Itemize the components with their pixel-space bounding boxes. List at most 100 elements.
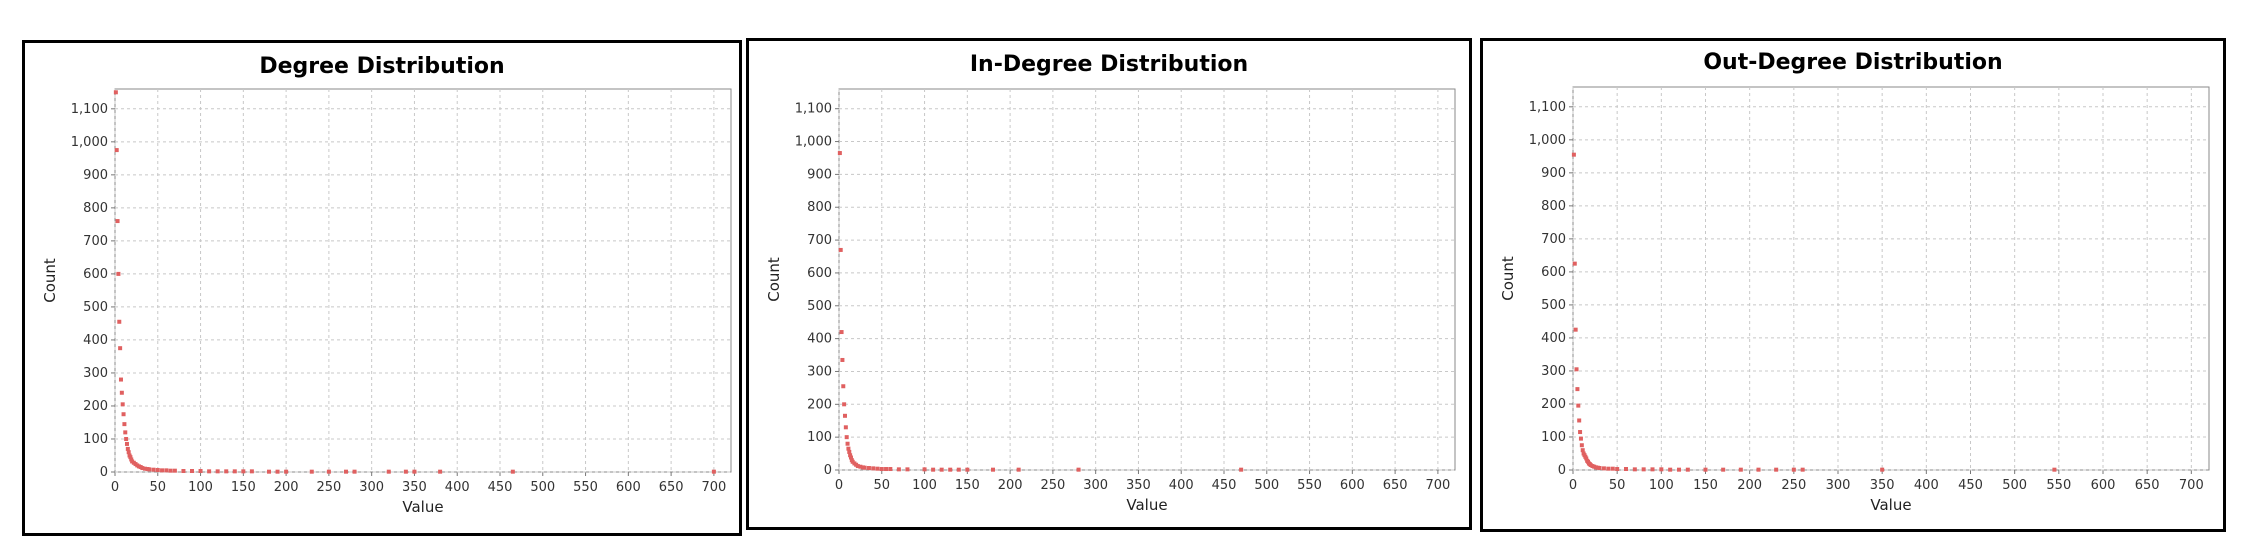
- data-point: [1574, 367, 1579, 372]
- x-tick-label: 600: [2091, 478, 2116, 493]
- y-tick-label: 100: [83, 432, 108, 447]
- data-point: [1641, 467, 1646, 472]
- data-point: [848, 453, 853, 458]
- x-tick-label: 650: [2135, 478, 2160, 493]
- x-tick-label: 500: [2002, 478, 2027, 493]
- data-point: [113, 90, 118, 95]
- x-tick-label: 300: [359, 480, 384, 495]
- data-point: [115, 219, 120, 224]
- data-point: [1076, 467, 1081, 472]
- data-point: [858, 464, 863, 469]
- y-tick-label: 400: [83, 333, 108, 348]
- data-point: [931, 467, 936, 472]
- x-tick-label: 300: [1083, 478, 1108, 493]
- data-point: [124, 441, 129, 446]
- in-degree-distribution-panel: In-Degree Distribution 0 50 100 150 200 250 300…: [746, 38, 1472, 530]
- data-point: [847, 449, 852, 454]
- data-point: [905, 467, 910, 472]
- data-point: [1578, 430, 1583, 435]
- data-point: [839, 330, 844, 335]
- x-tick-label: 100: [912, 478, 937, 493]
- data-point: [284, 469, 289, 474]
- data-point: [121, 412, 126, 417]
- x-tick-label: 350: [1870, 478, 1895, 493]
- y-tick-label: 600: [1541, 265, 1566, 280]
- data-point: [224, 469, 229, 474]
- data-point: [510, 469, 515, 474]
- data-point: [844, 435, 849, 440]
- data-point: [155, 468, 160, 473]
- y-tick-label: 300: [83, 366, 108, 381]
- y-tick-label: 800: [807, 200, 832, 215]
- y-axis-label: Count: [1499, 256, 1517, 301]
- plot-area: [114, 88, 732, 473]
- y-tick-label: 700: [83, 234, 108, 249]
- data-point: [147, 467, 152, 472]
- y-tick-label: 500: [83, 300, 108, 315]
- y-tick-label: 0: [100, 465, 108, 480]
- x-tick-label: 700: [2179, 478, 2204, 493]
- data-point: [126, 450, 131, 455]
- data-point: [412, 469, 417, 474]
- x-tick-label: 250: [316, 480, 341, 495]
- x-tick-label: 50: [150, 480, 167, 495]
- data-point: [128, 455, 133, 460]
- data-point: [114, 148, 119, 153]
- data-point: [125, 446, 130, 451]
- y-tick-label: 1,000: [1529, 133, 1566, 148]
- y-tick-label: 1,000: [795, 135, 832, 150]
- y-tick-label: 0: [1558, 463, 1566, 478]
- data-point: [884, 467, 889, 472]
- in-degree-distribution-chart: In-Degree Distribution 0 50 100 150 200 250 300…: [765, 52, 1456, 514]
- x-tick-label: 100: [188, 480, 213, 495]
- y-tick-label: 1,100: [71, 102, 108, 117]
- data-point: [172, 468, 177, 473]
- data-point: [1580, 448, 1585, 453]
- y-tick-label: 800: [83, 201, 108, 216]
- x-axis-label: Value: [1126, 496, 1167, 514]
- x-tick-label: 150: [1693, 478, 1718, 493]
- data-point: [939, 467, 944, 472]
- y-tick-label: 100: [1541, 430, 1566, 445]
- data-point: [922, 467, 927, 472]
- y-tick-label: 1,100: [795, 102, 832, 117]
- data-point: [164, 468, 169, 473]
- y-tick-label: 900: [83, 168, 108, 183]
- x-tick-label: 700: [1425, 478, 1450, 493]
- degree-distribution-panel: Degree Distribution 0 50 100 150 200 250 300 350…: [22, 40, 742, 536]
- x-tick-label: 450: [1212, 478, 1237, 493]
- x-tick-label: 400: [1914, 478, 1939, 493]
- data-point: [1668, 467, 1673, 472]
- data-point: [1610, 466, 1615, 471]
- data-point: [896, 467, 901, 472]
- data-point: [848, 455, 853, 460]
- data-point: [207, 469, 212, 474]
- x-tick-label: 0: [1569, 478, 1577, 493]
- x-tick-label: 200: [1737, 478, 1762, 493]
- data-point: [862, 465, 867, 470]
- x-tick-label: 250: [1781, 478, 1806, 493]
- data-point: [1685, 467, 1690, 472]
- x-tick-label: 150: [955, 478, 980, 493]
- data-point: [842, 402, 847, 407]
- x-axis-label: Value: [1870, 496, 1911, 514]
- data-point: [249, 469, 254, 474]
- data-point: [116, 271, 121, 276]
- data-point: [1239, 467, 1244, 472]
- data-point: [1016, 467, 1021, 472]
- out-degree-distribution-chart: Out-Degree Distribution 0 50 100 150 200 250 30…: [1499, 50, 2210, 514]
- y-tick-label: 100: [807, 430, 832, 445]
- data-point: [842, 413, 847, 418]
- data-point: [1721, 467, 1726, 472]
- y-tick-label: 400: [1541, 331, 1566, 346]
- data-point: [1584, 456, 1589, 461]
- x-tick-label: 0: [835, 478, 843, 493]
- x-tick-label: 100: [1649, 478, 1674, 493]
- data-point: [879, 467, 884, 472]
- data-point: [1601, 466, 1606, 471]
- data-point: [1578, 436, 1583, 441]
- data-point: [1650, 467, 1655, 472]
- data-point: [1800, 467, 1805, 472]
- y-tick-label: 700: [807, 233, 832, 248]
- data-point: [1597, 466, 1602, 471]
